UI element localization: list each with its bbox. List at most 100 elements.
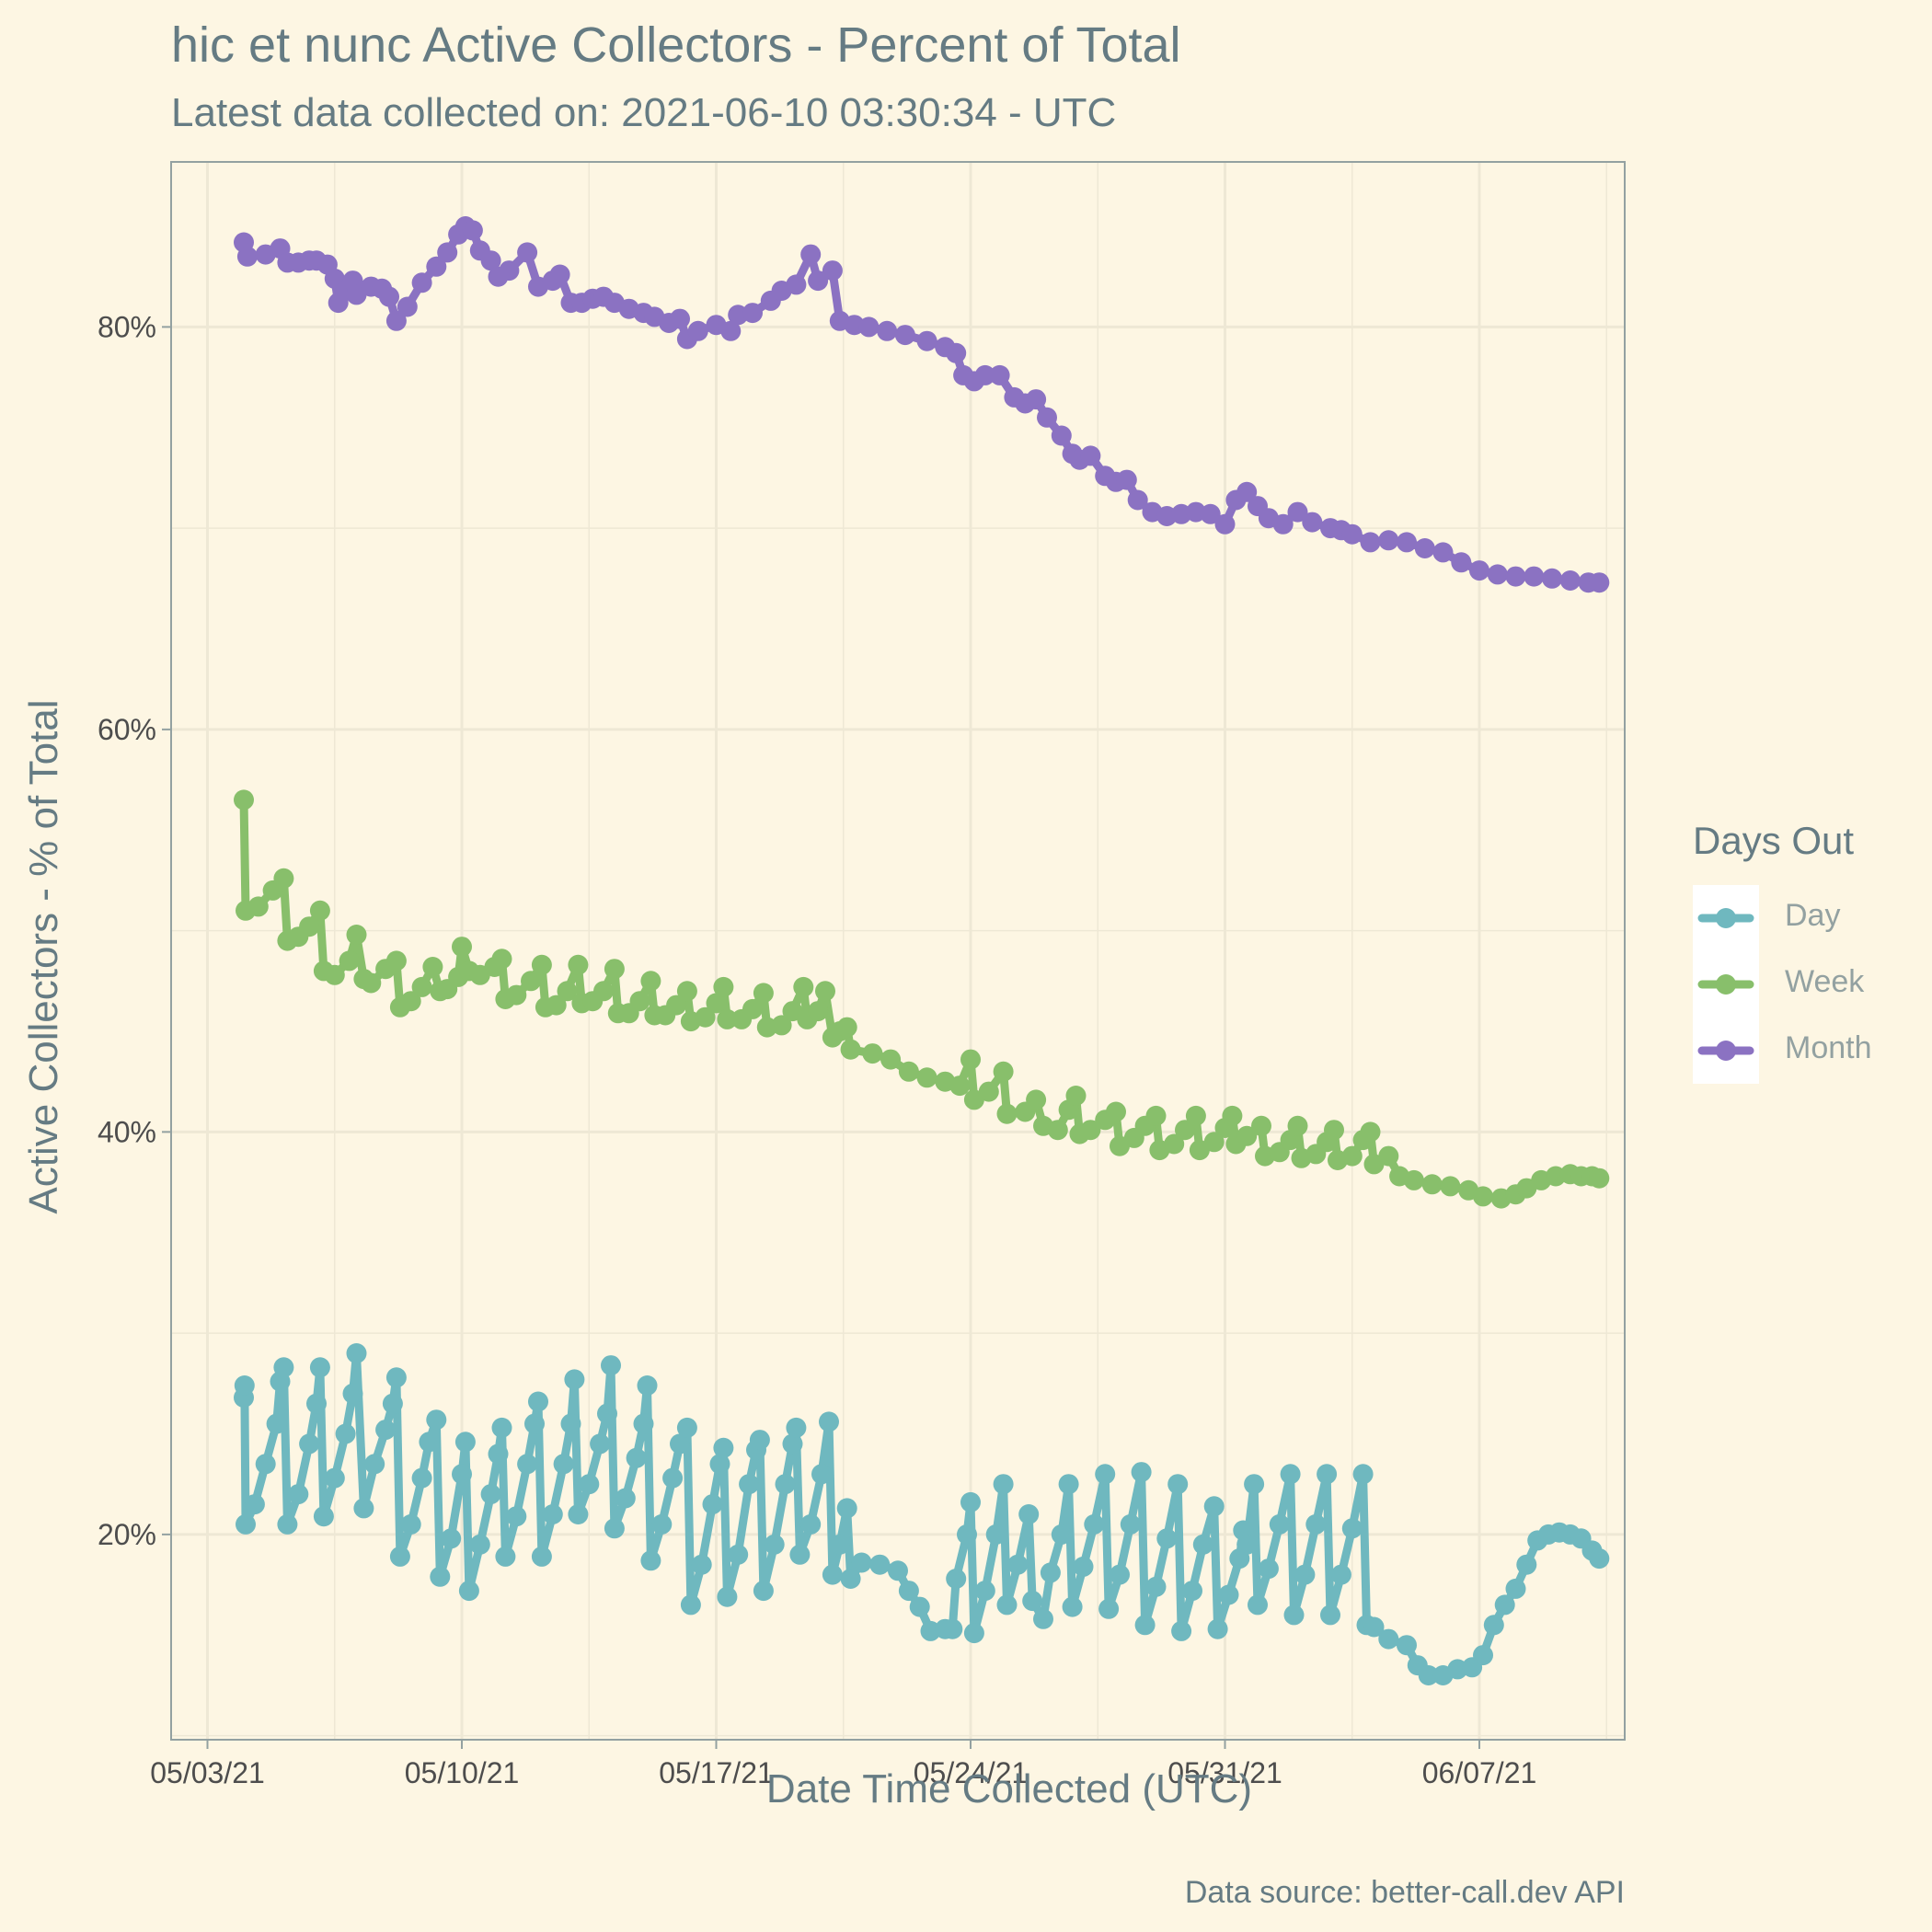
x-tick-label: 05/10/21 xyxy=(405,1756,520,1789)
point-day xyxy=(601,1355,621,1376)
point-month xyxy=(1469,560,1489,581)
x-tick-label: 06/07/21 xyxy=(1422,1756,1537,1789)
point-month xyxy=(1451,552,1472,573)
point-month xyxy=(499,260,520,282)
legend-label-month: Month xyxy=(1785,1030,1872,1065)
point-day xyxy=(811,1464,832,1485)
point-week xyxy=(1080,1120,1101,1141)
point-month xyxy=(786,274,807,295)
point-day xyxy=(1473,1645,1493,1666)
point-day xyxy=(553,1454,574,1475)
point-day xyxy=(382,1393,403,1414)
point-week xyxy=(898,1061,919,1082)
point-week xyxy=(1251,1115,1271,1136)
point-day xyxy=(590,1433,611,1455)
point-day xyxy=(1145,1576,1167,1597)
chart-title: hic et nunc Active Collectors - Percent … xyxy=(171,17,1181,73)
point-week xyxy=(491,949,512,970)
chart-subtitle: Latest data collected on: 2021-06-10 03:… xyxy=(171,90,1117,135)
point-month xyxy=(1287,501,1308,523)
point-day xyxy=(662,1467,684,1489)
point-week xyxy=(1378,1145,1399,1167)
point-day xyxy=(1248,1594,1268,1616)
point-day xyxy=(277,1513,298,1535)
point-day xyxy=(364,1454,385,1475)
point-month xyxy=(1272,513,1294,535)
point-month xyxy=(687,320,708,341)
point-day xyxy=(1418,1665,1439,1685)
point-day xyxy=(1589,1548,1610,1570)
legend-item-week: Week xyxy=(1693,951,1932,1018)
point-week xyxy=(299,916,320,937)
point-week xyxy=(1403,1169,1424,1190)
point-week xyxy=(978,1081,999,1102)
y-axis-label: Active Collectors - % of Total xyxy=(21,699,66,1214)
legend-label-week: Week xyxy=(1785,964,1865,999)
point-week xyxy=(604,959,625,980)
point-day xyxy=(957,1524,977,1545)
point-day xyxy=(782,1433,803,1455)
point-day xyxy=(411,1467,432,1489)
point-week xyxy=(640,971,661,992)
point-day xyxy=(400,1513,421,1535)
point-day xyxy=(963,1623,984,1644)
point-month xyxy=(974,364,995,385)
point-month xyxy=(379,286,399,307)
point-month xyxy=(462,220,483,241)
point-month xyxy=(385,310,407,331)
point-week xyxy=(339,950,360,972)
point-day xyxy=(670,1433,690,1455)
point-week xyxy=(880,1049,902,1070)
point-day xyxy=(829,1534,850,1555)
point-day xyxy=(1156,1528,1178,1549)
point-day xyxy=(288,1484,309,1505)
point-month xyxy=(480,250,501,271)
point-day xyxy=(702,1494,723,1515)
point-week xyxy=(1203,1132,1225,1153)
legend-key-week xyxy=(1697,974,1754,995)
point-day xyxy=(775,1474,796,1495)
point-month xyxy=(1302,512,1323,533)
point-week xyxy=(1047,1120,1068,1141)
point-day xyxy=(640,1550,661,1571)
point-day xyxy=(749,1430,770,1451)
point-week xyxy=(1236,1125,1258,1146)
point-month xyxy=(1432,542,1454,563)
point-month xyxy=(1505,566,1526,587)
point-day xyxy=(728,1544,749,1565)
point-month xyxy=(670,308,690,329)
point-day xyxy=(819,1411,839,1432)
point-day xyxy=(1095,1464,1116,1485)
point-day xyxy=(1397,1635,1417,1656)
point-day xyxy=(560,1413,581,1434)
point-month xyxy=(877,320,898,341)
point-week xyxy=(1589,1167,1610,1189)
point-week xyxy=(1065,1086,1087,1106)
point-day xyxy=(469,1534,490,1555)
point-day xyxy=(996,1594,1018,1616)
point-day xyxy=(531,1546,552,1567)
point-month xyxy=(1378,530,1399,551)
point-day xyxy=(419,1432,440,1453)
point-day xyxy=(985,1524,1006,1545)
point-day xyxy=(1363,1616,1385,1638)
point-day xyxy=(1305,1513,1327,1535)
point-month xyxy=(808,270,829,292)
point-week xyxy=(422,957,443,977)
point-month xyxy=(426,256,447,277)
point-day xyxy=(822,1564,843,1585)
point-day xyxy=(389,1546,410,1567)
point-month xyxy=(1127,489,1148,511)
point-week xyxy=(568,954,589,975)
point-day xyxy=(441,1528,462,1549)
point-month xyxy=(411,272,432,293)
point-day xyxy=(1058,1474,1079,1495)
point-day xyxy=(375,1420,397,1441)
point-day xyxy=(753,1581,774,1602)
point-day xyxy=(786,1417,807,1438)
point-week xyxy=(273,868,294,889)
point-week xyxy=(836,1017,857,1038)
point-week xyxy=(815,981,835,1002)
point-day xyxy=(491,1417,512,1438)
point-week xyxy=(717,1008,738,1029)
